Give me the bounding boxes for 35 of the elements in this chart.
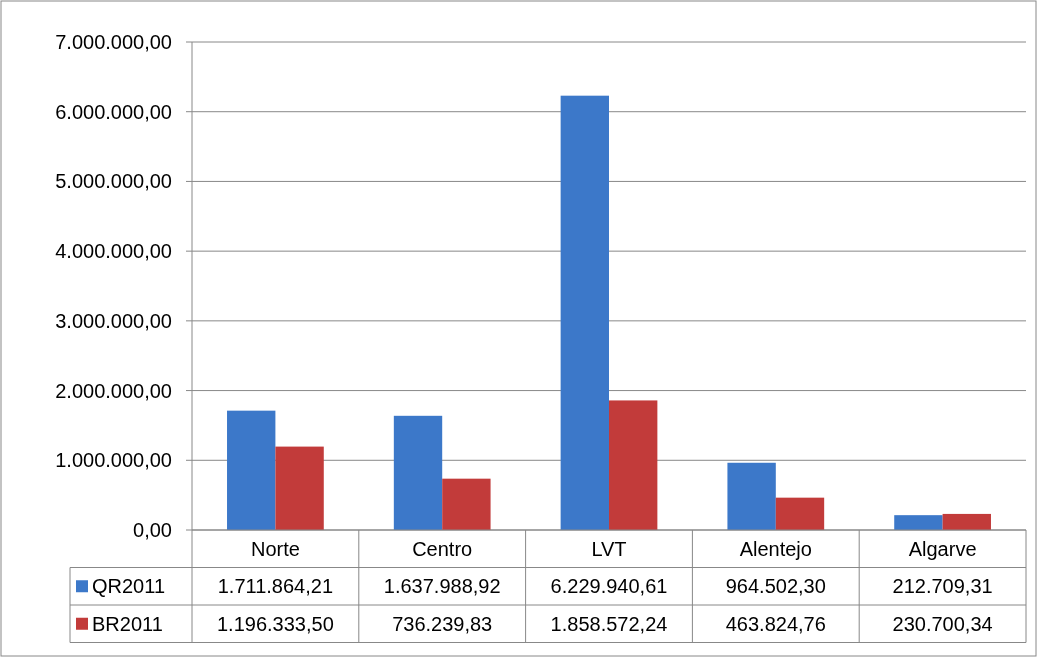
x-tick-label: Algarve [908,537,977,560]
x-tick-label: Norte [250,537,300,560]
data-label: 1.196.333,50 [217,612,334,635]
y-tick-label: 5.000.000,00 [55,170,172,193]
bar [775,497,825,530]
legend-label: BR2011 [92,612,163,635]
data-label: 230.700,34 [892,612,993,635]
bar [275,446,324,530]
x-tick-label: LVT [591,537,627,560]
bar [727,462,776,530]
y-tick-label: 7.000.000,00 [55,31,172,53]
x-tick-label: Alentejo [739,537,812,560]
data-label: 6.229.940,61 [550,575,668,598]
y-tick-label: 6.000.000,00 [55,100,172,123]
bar [894,515,943,530]
data-label: 463.824,76 [725,612,826,635]
bar [442,478,491,530]
data-label: 736.239,83 [392,612,493,635]
x-tick-label: Centro [412,537,473,560]
y-tick-label: 1.000.000,00 [55,449,172,472]
bar [393,415,443,530]
data-label: 212.709,31 [892,575,993,598]
bar [942,513,991,530]
data-label: 964.502,30 [725,575,826,598]
y-tick-label: 2.000.000,00 [55,379,172,402]
bar [560,95,609,530]
data-label: 1.637.988,92 [383,575,501,598]
bar [227,410,276,530]
y-tick-label: 4.000.000,00 [55,240,172,263]
data-label: 1.711.864,21 [217,575,334,598]
y-tick-label: 3.000.000,00 [55,309,172,332]
bar [609,400,658,530]
y-tick-label: 0,00 [133,519,172,541]
legend-label: QR2011 [92,575,166,598]
data-label: 1.858.572,24 [550,612,668,635]
